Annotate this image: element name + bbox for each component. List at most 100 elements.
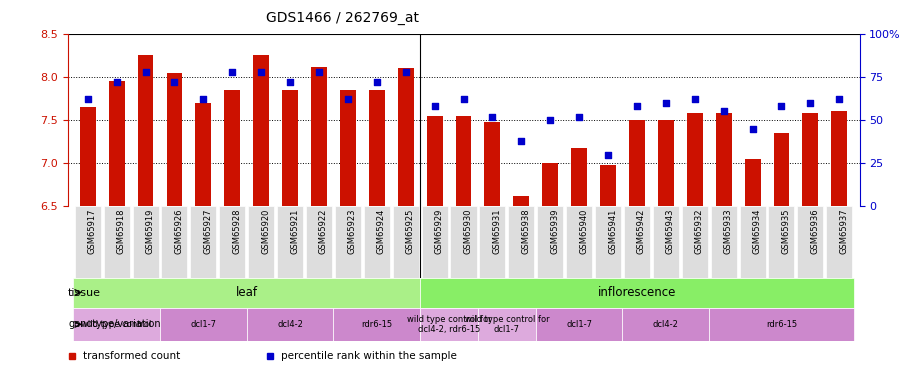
FancyBboxPatch shape — [306, 206, 332, 278]
FancyBboxPatch shape — [536, 308, 623, 341]
Point — [456, 96, 471, 102]
FancyBboxPatch shape — [421, 206, 447, 278]
Text: wild type control for
dcl1-7: wild type control for dcl1-7 — [464, 315, 549, 334]
Point — [311, 69, 326, 75]
Point — [514, 138, 528, 144]
Bar — [658, 120, 674, 206]
Text: GSM65918: GSM65918 — [117, 209, 126, 254]
Point — [745, 126, 760, 132]
Bar — [80, 107, 95, 206]
FancyBboxPatch shape — [333, 308, 420, 341]
Bar — [109, 81, 124, 206]
Text: wild type control: wild type control — [82, 320, 152, 329]
FancyBboxPatch shape — [624, 206, 650, 278]
Point — [659, 100, 673, 106]
Text: GSM65917: GSM65917 — [87, 209, 96, 254]
Text: GSM65926: GSM65926 — [175, 209, 184, 254]
Bar — [832, 111, 847, 206]
FancyBboxPatch shape — [623, 308, 709, 341]
Text: GSM65942: GSM65942 — [637, 209, 646, 254]
Bar — [398, 68, 414, 206]
Bar — [282, 90, 298, 206]
FancyBboxPatch shape — [681, 206, 707, 278]
FancyBboxPatch shape — [797, 206, 824, 278]
Bar — [311, 66, 327, 206]
Text: GSM65929: GSM65929 — [435, 209, 444, 254]
Bar — [744, 159, 760, 206]
FancyBboxPatch shape — [420, 278, 854, 308]
Point — [485, 114, 500, 120]
Text: GSM65920: GSM65920 — [261, 209, 270, 254]
Text: percentile rank within the sample: percentile rank within the sample — [281, 351, 456, 361]
FancyBboxPatch shape — [537, 206, 563, 278]
Point — [139, 69, 153, 75]
FancyBboxPatch shape — [566, 206, 592, 278]
Bar — [773, 133, 789, 206]
FancyBboxPatch shape — [709, 308, 854, 341]
Text: GSM65938: GSM65938 — [521, 209, 530, 254]
Text: dcl4-2: dcl4-2 — [652, 320, 679, 329]
FancyBboxPatch shape — [335, 206, 361, 278]
Text: GSM65939: GSM65939 — [550, 209, 559, 254]
Text: GSM65919: GSM65919 — [146, 209, 155, 254]
Bar — [224, 90, 240, 206]
FancyBboxPatch shape — [364, 206, 390, 278]
Point — [254, 69, 268, 75]
Text: GSM65937: GSM65937 — [840, 209, 849, 254]
Text: GSM65940: GSM65940 — [579, 209, 588, 254]
Point — [716, 108, 731, 114]
Text: rdr6-15: rdr6-15 — [766, 320, 797, 329]
Text: GSM65936: GSM65936 — [810, 209, 819, 254]
FancyBboxPatch shape — [73, 308, 160, 341]
Text: transformed count: transformed count — [83, 351, 180, 361]
Bar — [543, 163, 558, 206]
Point — [399, 69, 413, 75]
FancyBboxPatch shape — [132, 206, 158, 278]
Text: GSM65922: GSM65922 — [319, 209, 328, 254]
Point — [630, 103, 644, 109]
FancyBboxPatch shape — [740, 206, 766, 278]
Point — [774, 103, 788, 109]
Text: leaf: leaf — [236, 286, 257, 299]
FancyBboxPatch shape — [595, 206, 621, 278]
Point — [601, 152, 616, 157]
FancyBboxPatch shape — [652, 206, 679, 278]
Point — [543, 117, 557, 123]
Bar — [195, 103, 212, 206]
Point — [803, 100, 817, 106]
FancyBboxPatch shape — [75, 206, 101, 278]
FancyBboxPatch shape — [420, 308, 478, 341]
FancyBboxPatch shape — [160, 308, 247, 341]
Text: GSM65943: GSM65943 — [666, 209, 675, 254]
Bar — [253, 56, 269, 206]
Text: GSM65931: GSM65931 — [492, 209, 501, 254]
FancyBboxPatch shape — [480, 206, 506, 278]
Text: dcl1-7: dcl1-7 — [566, 320, 592, 329]
Bar — [455, 116, 472, 206]
FancyBboxPatch shape — [190, 206, 216, 278]
FancyBboxPatch shape — [220, 206, 246, 278]
Text: GSM65933: GSM65933 — [724, 209, 733, 254]
Point — [283, 79, 297, 85]
Text: tissue: tissue — [68, 288, 101, 297]
FancyBboxPatch shape — [104, 206, 130, 278]
FancyBboxPatch shape — [161, 206, 187, 278]
Bar — [572, 148, 587, 206]
Point — [341, 96, 356, 102]
FancyBboxPatch shape — [392, 206, 418, 278]
Point — [370, 79, 384, 85]
FancyBboxPatch shape — [769, 206, 795, 278]
FancyBboxPatch shape — [248, 206, 274, 278]
Point — [572, 114, 586, 120]
Bar — [629, 120, 645, 206]
Point — [688, 96, 702, 102]
FancyBboxPatch shape — [73, 278, 420, 308]
Point — [428, 103, 442, 109]
Bar — [687, 113, 703, 206]
Point — [196, 96, 211, 102]
Text: GDS1466 / 262769_at: GDS1466 / 262769_at — [266, 11, 418, 25]
Text: GSM65930: GSM65930 — [464, 209, 472, 254]
FancyBboxPatch shape — [247, 308, 333, 341]
Text: GSM65932: GSM65932 — [695, 209, 704, 254]
FancyBboxPatch shape — [478, 308, 536, 341]
